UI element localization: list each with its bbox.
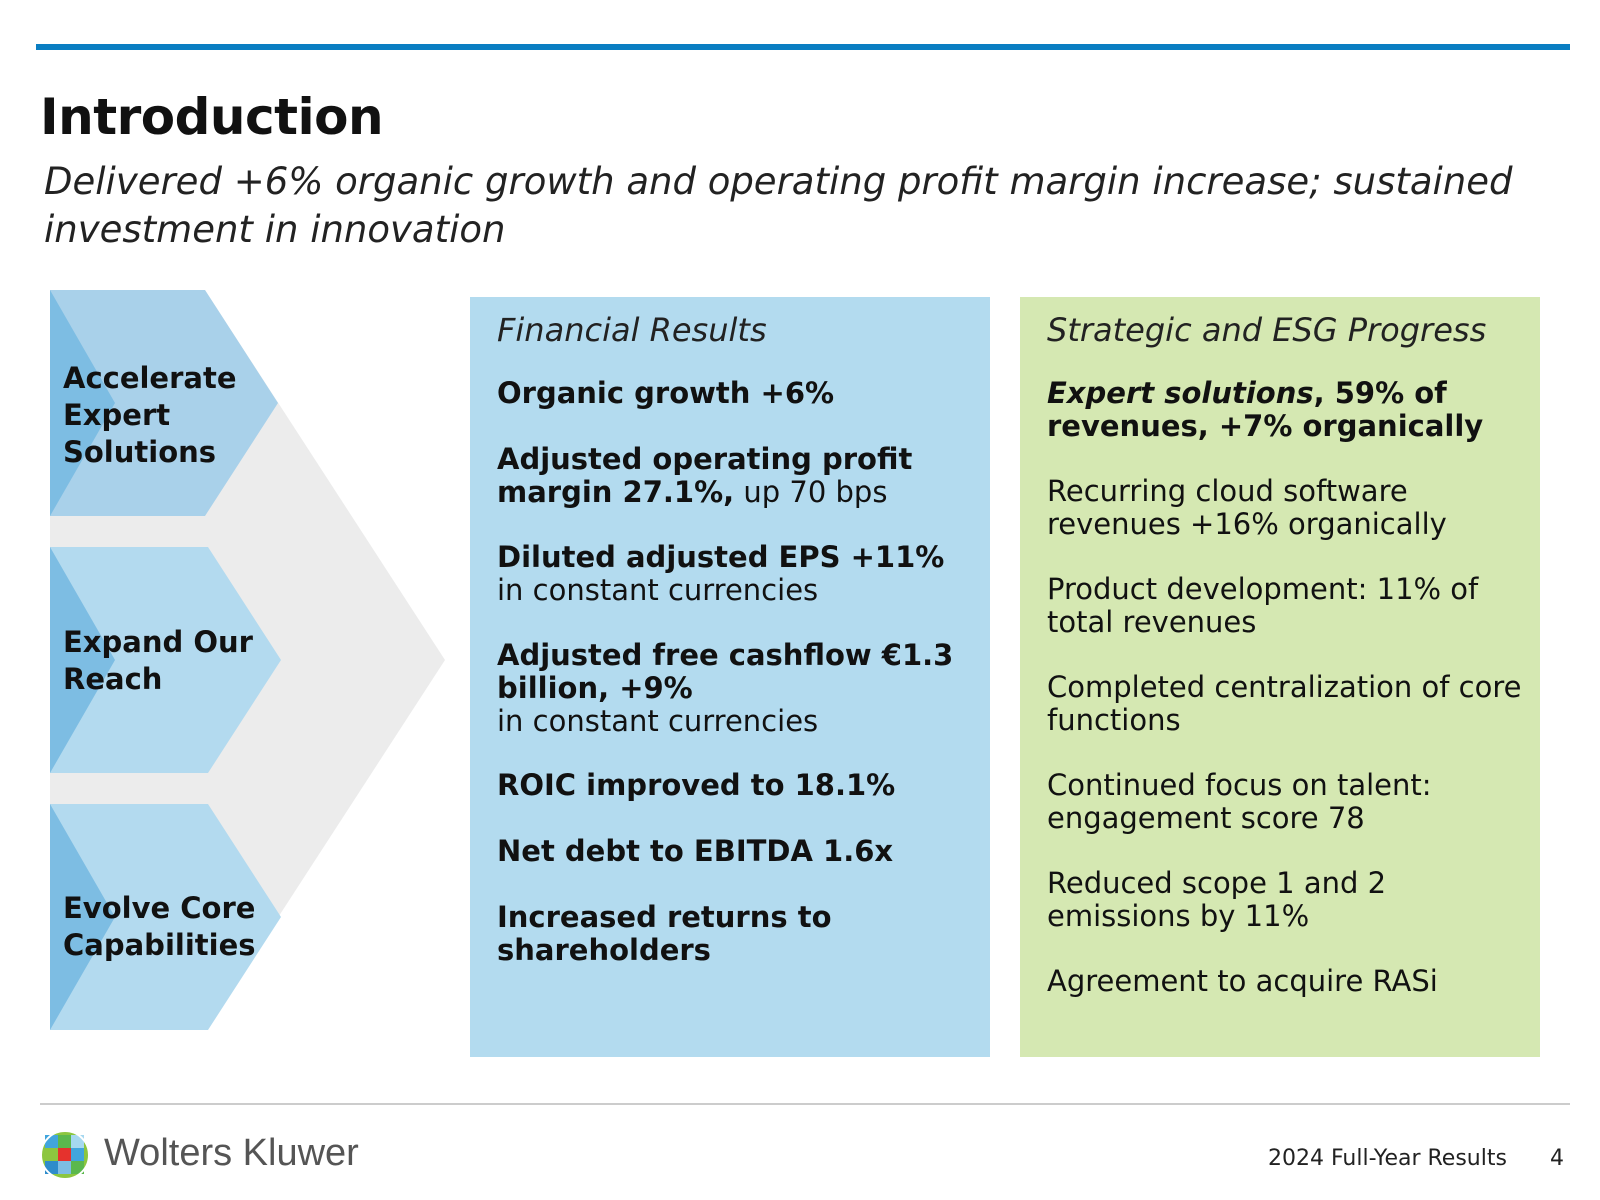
chevron-expand: [50, 547, 281, 773]
report-title: 2024 Full-Year Results: [1268, 1146, 1507, 1171]
financial-item-free-cashflow: Adjusted free cashflow €1.3 billion, +9%…: [497, 638, 954, 738]
footer-rule: [40, 1103, 1570, 1105]
page-subtitle: Delivered +6% organic growth and operati…: [44, 160, 1513, 251]
financial-item-eps: Diluted adjusted EPS +11% in constant cu…: [497, 540, 945, 607]
financial-item-organic-growth: Organic growth +6%: [497, 376, 835, 410]
financial-item-roic: ROIC improved to 18.1%: [497, 768, 896, 802]
strategic-item-cloud: Recurring cloud software revenues +16% o…: [1047, 474, 1447, 541]
chevron-accelerate: [50, 290, 278, 516]
strategic-item-talent: Continued focus on talent: engagement sc…: [1047, 768, 1432, 835]
strategic-item-expert-solutions: Expert solutions, 59% of revenues, +7% o…: [1047, 376, 1484, 443]
strategic-item-emissions: Reduced scope 1 and 2 emissions by 11%: [1047, 866, 1387, 933]
strategic-item-centralization: Completed centralization of core functio…: [1047, 670, 1522, 737]
chevron-graphic: [50, 290, 445, 1030]
chevron-evolve: [50, 804, 281, 1030]
wolters-kluwer-logo-icon: [40, 1130, 90, 1180]
pillar-label-evolve: Evolve Core Capabilities: [63, 891, 256, 962]
financial-item-net-debt: Net debt to EBITDA 1.6x: [497, 834, 894, 868]
financial-results-heading: Financial Results: [497, 311, 767, 349]
page-number: 4: [1550, 1146, 1564, 1171]
financial-item-operating-margin: Adjusted operating profit margin 27.1%, …: [497, 442, 913, 509]
company-name: Wolters Kluwer: [104, 1132, 359, 1174]
strategic-esg-panel: Strategic and ESG Progress Expert soluti…: [1020, 297, 1540, 1057]
financial-results-panel: Financial Results Organic growth +6% Adj…: [470, 297, 990, 1057]
strategic-esg-heading: Strategic and ESG Progress: [1047, 311, 1487, 349]
pillar-label-expand: Expand Our Reach: [63, 625, 253, 696]
strategy-pillars: Accelerate Expert Solutions Expand Our R…: [0, 290, 460, 1060]
financial-item-shareholder-returns: Increased returns to shareholders: [497, 900, 832, 967]
pillar-label-accelerate: Accelerate Expert Solutions: [63, 361, 237, 469]
strategic-item-product-development: Product development: 11% of total revenu…: [1047, 572, 1479, 639]
page-title: Introduction: [40, 88, 384, 146]
strategic-item-rasi: Agreement to acquire RASi: [1047, 964, 1438, 998]
top-accent-rule: [36, 44, 1570, 50]
